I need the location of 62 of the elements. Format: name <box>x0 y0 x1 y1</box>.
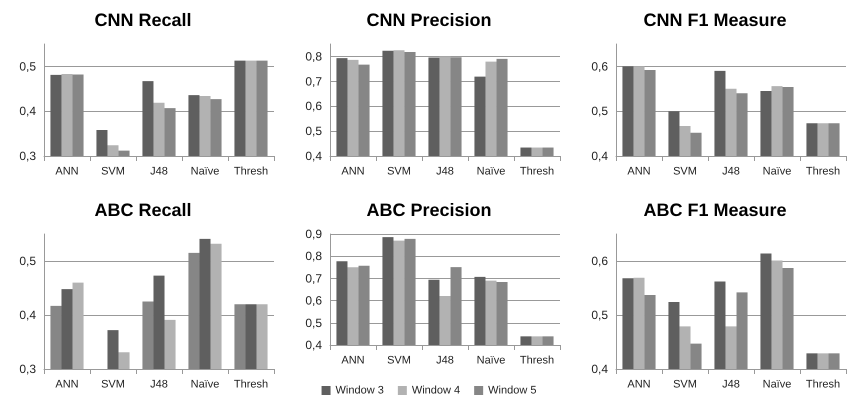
x-tick-label: SVM <box>101 166 125 178</box>
y-tick-label: 0,3 <box>19 362 36 376</box>
x-tick-label: Thresh <box>234 378 268 390</box>
x-tick-label: J48 <box>436 166 454 178</box>
y-tick-label: 0,9 <box>305 227 322 241</box>
y-tick-label: 0,6 <box>591 254 608 268</box>
x-tick-label: ANN <box>341 354 365 366</box>
x-tick-label: ANN <box>55 378 79 390</box>
y-tick-label: 0,5 <box>591 104 608 118</box>
x-tick-label: Thresh <box>234 166 268 178</box>
x-tick-label: ANN <box>627 166 651 178</box>
x-tick-label: J48 <box>436 354 454 366</box>
chart-title: ABC Precision <box>366 200 492 220</box>
y-tick-label: 0,8 <box>305 49 322 64</box>
chart-title: CNN F1 Measure <box>643 10 787 30</box>
x-tick-label: ANN <box>341 166 365 178</box>
y-tick-label: 0,8 <box>305 249 322 264</box>
x-tick-label: J48 <box>722 166 740 178</box>
y-tick-label: 0,6 <box>305 294 322 308</box>
x-tick-label: SVM <box>101 378 125 390</box>
x-tick-label: Naïve <box>190 378 220 390</box>
x-tick-label: J48 <box>150 166 168 178</box>
y-tick-label: 0,4 <box>305 149 322 163</box>
y-tick-label: 0,5 <box>19 59 36 74</box>
x-tick-label: Naïve <box>190 166 220 178</box>
y-tick-label: 0,5 <box>305 316 322 330</box>
x-tick-label: SVM <box>387 166 411 178</box>
x-tick-label: SVM <box>673 166 697 178</box>
x-tick-label: Naïve <box>476 166 506 178</box>
y-tick-label: 0,5 <box>305 124 322 138</box>
legend-label: Window 3 <box>336 384 384 396</box>
y-tick-label: 0,3 <box>19 149 36 163</box>
y-tick-label: 0,7 <box>305 74 322 88</box>
y-tick-label: 0,6 <box>305 99 322 114</box>
y-tick-label: 0,5 <box>19 254 36 268</box>
y-tick-label: 0,4 <box>591 149 608 163</box>
legend-label: Window 5 <box>488 384 536 396</box>
x-tick-label: Thresh <box>806 166 840 178</box>
chart-title: ABC F1 Measure <box>643 200 787 220</box>
y-tick-label: 0,7 <box>305 271 322 286</box>
y-tick-label: 0,4 <box>305 338 322 352</box>
x-tick-label: Naïve <box>476 354 506 366</box>
y-tick-label: 0,6 <box>591 59 608 74</box>
x-tick-label: J48 <box>150 378 168 390</box>
y-tick-label: 0,4 <box>19 308 36 322</box>
x-tick-label: SVM <box>673 378 697 390</box>
x-tick-label: Naïve <box>762 166 792 178</box>
x-tick-label: Thresh <box>806 378 840 390</box>
x-tick-label: J48 <box>722 378 740 390</box>
x-tick-label: Naïve <box>762 378 792 390</box>
chart-title: CNN Recall <box>94 10 192 30</box>
chart-title: ABC Recall <box>94 200 192 220</box>
legend-label: Window 4 <box>412 384 460 396</box>
x-tick-label: Thresh <box>520 354 554 366</box>
chart-title: CNN Precision <box>366 10 492 30</box>
y-tick-label: 0,5 <box>591 308 608 322</box>
y-tick-label: 0,4 <box>19 104 36 118</box>
y-tick-label: 0,4 <box>591 362 608 376</box>
x-tick-label: ANN <box>55 166 79 178</box>
x-tick-label: ANN <box>627 378 651 390</box>
x-tick-label: Thresh <box>520 166 554 178</box>
x-tick-label: SVM <box>387 354 411 366</box>
